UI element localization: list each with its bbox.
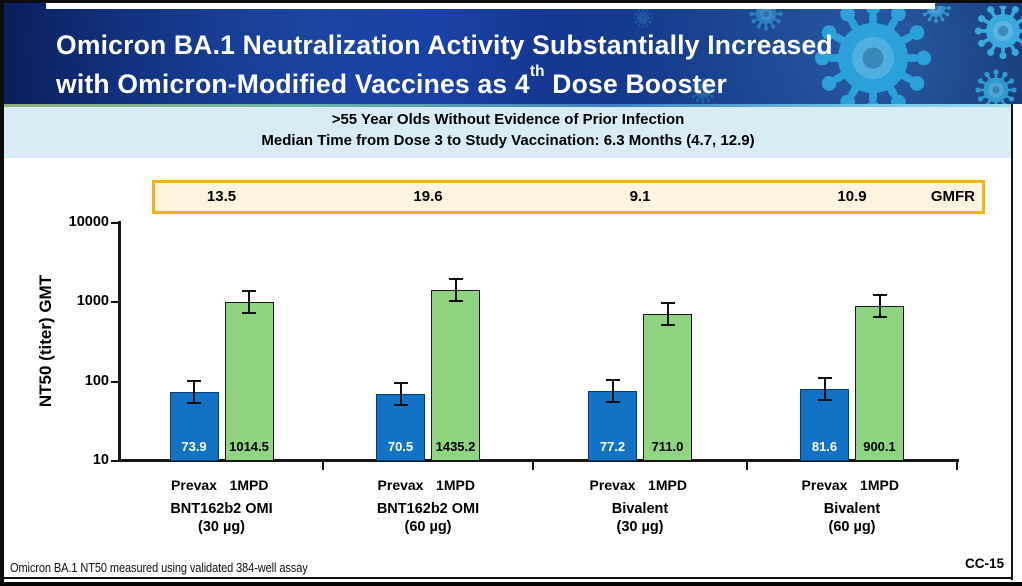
slide-title-line2: with Omicron-Modified Vaccines as 4th Do… — [56, 63, 727, 99]
bar-value-label: 1435.2 — [435, 439, 476, 454]
bar-prevax-group1 — [169, 392, 219, 461]
x-axis-series-label: Prevax — [589, 477, 636, 493]
slide-title: Omicron BA.1 Neutralization Activity Sub… — [56, 29, 833, 101]
x-axis-series-label: 1MPD — [860, 477, 899, 493]
error-bar — [454, 279, 457, 300]
x-axis-series-label: 1MPD — [648, 477, 687, 493]
subtitle: >55 Year Olds Without Evidence of Prior … — [4, 109, 1012, 151]
x-axis-tick — [532, 459, 534, 470]
y-axis-tick-label: 10 — [92, 452, 109, 468]
group-label-line2: (30 µg) — [197, 519, 246, 535]
bar-value-label: 81.6 — [811, 439, 838, 454]
frame-border-top — [0, 0, 1022, 3]
footer-divider-line — [4, 577, 1012, 579]
error-bar-cap — [393, 381, 408, 384]
subtitle-band — [4, 104, 1012, 158]
error-bar-cap — [187, 380, 201, 383]
bar-1mpd-group4 — [855, 305, 904, 461]
error-bar-cap — [393, 403, 408, 406]
bar-value-label: 900.1 — [863, 439, 896, 454]
x-axis-series-label: 1MPD — [229, 477, 269, 493]
y-axis-tick-label: 100 — [84, 372, 109, 389]
y-axis-tick — [111, 301, 118, 304]
error-bar-cap — [660, 302, 675, 305]
error-bar-cap — [242, 311, 256, 314]
error-bar — [248, 291, 250, 312]
gmfr-value: 19.6 — [413, 188, 443, 205]
y-axis-tick — [111, 380, 118, 383]
error-bar — [399, 383, 402, 404]
bar-1mpd-group1 — [224, 301, 274, 461]
error-bar-cap — [242, 289, 256, 292]
x-axis-series-label: Prevax — [171, 477, 217, 493]
group-label-line2: (30 µg) — [616, 519, 664, 535]
group-label-line1: BNT162b2 OMI — [170, 501, 273, 517]
error-bar — [611, 380, 614, 401]
x-axis-series-label: Prevax — [377, 477, 424, 493]
gmfr-value: 9.1 — [629, 188, 651, 205]
error-bar-cap — [605, 378, 620, 381]
superscript-th: th — [529, 63, 545, 81]
bar-value-label: 70.5 — [387, 439, 414, 454]
y-axis-line — [118, 221, 121, 462]
bar-value-label: 711.0 — [651, 439, 684, 454]
y-axis-tick-label: 1000 — [76, 293, 109, 310]
gmfr-label: GMFR — [930, 188, 975, 205]
error-bar-cap — [187, 402, 201, 405]
y-axis-tick — [111, 222, 118, 224]
footnote: Omicron BA.1 NT50 measured using validat… — [10, 561, 308, 575]
frame-border-bottom — [0, 582, 1022, 586]
bar-1mpd-group2 — [431, 289, 480, 461]
error-bar — [878, 295, 881, 316]
subtitle-line1: >55 Year Olds Without Evidence of Prior … — [331, 111, 685, 128]
error-bar-cap — [872, 315, 887, 318]
error-bar-cap — [448, 277, 463, 280]
x-axis-tick — [746, 459, 748, 470]
error-bar-cap — [817, 376, 832, 379]
group-label-line1: BNT162b2 OMI — [376, 501, 480, 517]
title-banner: Omicron BA.1 Neutralization Activity Sub… — [4, 3, 1022, 107]
group-label-line2: (60 µg) — [828, 519, 876, 535]
group-label-line1: Bivalent — [611, 501, 669, 517]
bar-prevax-group3 — [588, 390, 637, 461]
band-gradient-edge — [4, 104, 1012, 107]
x-axis-series-label: 1MPD — [436, 477, 475, 493]
x-axis-tick — [956, 459, 958, 470]
right-border-line — [1011, 104, 1013, 580]
error-bar — [666, 304, 669, 325]
bar-1mpd-group3 — [643, 314, 692, 461]
bar-prevax-group4 — [800, 388, 849, 461]
gmfr-value: 10.9 — [837, 188, 867, 205]
slide-code: CC-15 — [964, 556, 1004, 571]
frame-border-left — [0, 0, 4, 586]
bar-value-label: 77.2 — [599, 439, 626, 454]
x-axis-line — [118, 459, 959, 462]
group-label-line1: Bivalent — [823, 501, 881, 517]
slide-title-line1: Omicron BA.1 Neutralization Activity Sub… — [56, 30, 833, 60]
banner-top-strip — [46, 3, 935, 9]
error-bar-cap — [872, 293, 887, 296]
x-axis-tick — [322, 459, 324, 470]
error-bar — [193, 382, 195, 403]
group-label-line2: (60 µg) — [404, 519, 452, 535]
subtitle-line2: Median Time from Dose 3 to Study Vaccina… — [261, 132, 755, 149]
y-axis-tick — [111, 460, 118, 462]
x-axis-series-label: Prevax — [801, 477, 848, 493]
bar-value-label: 1014.5 — [229, 439, 269, 454]
error-bar-cap — [817, 398, 832, 401]
bar-value-label: 73.9 — [181, 439, 207, 454]
y-axis-tick-label: 10000 — [68, 214, 109, 230]
error-bar-cap — [660, 324, 675, 327]
error-bar-cap — [605, 400, 620, 403]
error-bar — [823, 378, 826, 399]
error-bar-cap — [448, 299, 463, 302]
gmfr-value: 13.5 — [206, 188, 237, 205]
gmfr-box — [152, 180, 985, 214]
